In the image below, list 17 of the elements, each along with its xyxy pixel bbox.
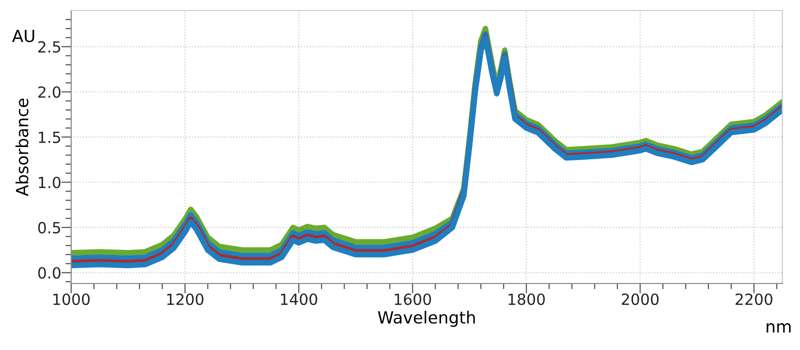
x-tick-label: 1600 [394,293,431,306]
y-tick-label: 2.5 [38,41,60,53]
x-tick-label: 1800 [508,293,545,306]
y-tick-label: 1.5 [38,132,60,144]
x-tick-label: 1400 [281,293,318,306]
text: AU [12,30,34,42]
y-tick-label: 0.5 [38,222,60,234]
x-axis-title: Wavelength [378,310,475,327]
x-tick-label: 2200 [736,293,772,306]
y-tick-label: 1.0 [38,176,60,188]
y-tick-label: 0.0 [38,267,60,279]
y-tick-label: 2.0 [38,86,60,98]
x-tick-label: 1000 [53,293,90,306]
text: nm [766,323,791,332]
y-axis-title: Absorbance [15,98,28,196]
x-tick-label: 2000 [622,293,659,306]
x-tick-label: 1200 [167,293,204,306]
